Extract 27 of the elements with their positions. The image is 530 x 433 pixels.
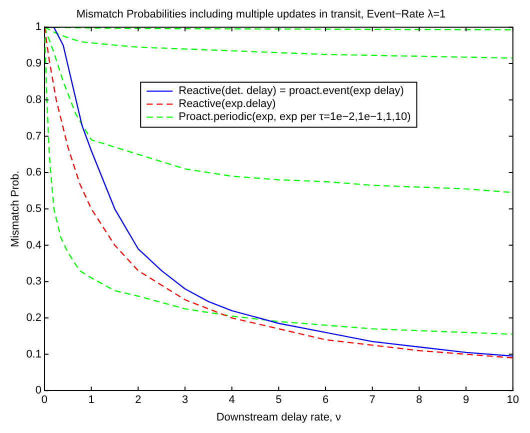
y-tick-label: 0.9 <box>26 58 42 70</box>
y-tick-label: 0.2 <box>26 312 42 324</box>
x-tick-label: 5 <box>276 394 282 406</box>
y-tick-label: 1 <box>35 21 42 34</box>
y-tick-label: 0.7 <box>26 130 42 142</box>
x-tick-label: 8 <box>416 394 422 406</box>
chart-title: Mismatch Probabilities including multiple updates in transit, Event−Rate λ=1 <box>76 8 446 21</box>
y-tick-label: 0.1 <box>26 348 42 360</box>
y-tick-label: 0.5 <box>26 202 42 215</box>
x-tick-label: 2 <box>135 394 142 406</box>
x-tick-label: 6 <box>322 394 329 406</box>
y-tick-label: 0.3 <box>26 276 42 288</box>
y-tick-label: 0.8 <box>26 94 42 106</box>
x-tick-label: 3 <box>182 394 188 406</box>
y-tick-label: 0.4 <box>26 239 42 252</box>
x-tick-label: 1 <box>88 394 94 406</box>
x-tick-label: 9 <box>462 394 470 406</box>
y-axis-title: Mismatch Prob. <box>10 170 22 248</box>
x-axis-title: Downstream delay rate, ν <box>216 411 342 424</box>
y-tick-label: 0.6 <box>26 166 42 179</box>
x-tick-label: 10 <box>506 394 520 406</box>
x-tick-label: 7 <box>369 394 376 406</box>
y-tick-label: 0 <box>35 384 42 397</box>
x-tick-label: 4 <box>228 394 235 406</box>
legend-label: Proact.periodic(exp, exp per τ=1e−2,1e−1,1,10) <box>178 111 411 124</box>
legend-label: Reactive(exp.delay) <box>178 98 276 110</box>
legend-label: Reactive(det. delay) = proact.event(exp delay) <box>178 85 404 98</box>
